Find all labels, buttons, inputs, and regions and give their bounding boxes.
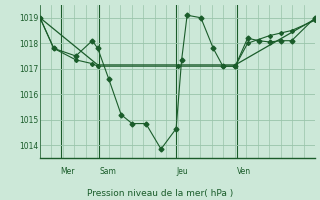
Text: Pression niveau de la mer( hPa ): Pression niveau de la mer( hPa ) <box>87 189 233 198</box>
Text: Jeu: Jeu <box>176 167 188 176</box>
Text: Ven: Ven <box>236 167 251 176</box>
Text: Sam: Sam <box>99 167 116 176</box>
Text: Mer: Mer <box>60 167 75 176</box>
